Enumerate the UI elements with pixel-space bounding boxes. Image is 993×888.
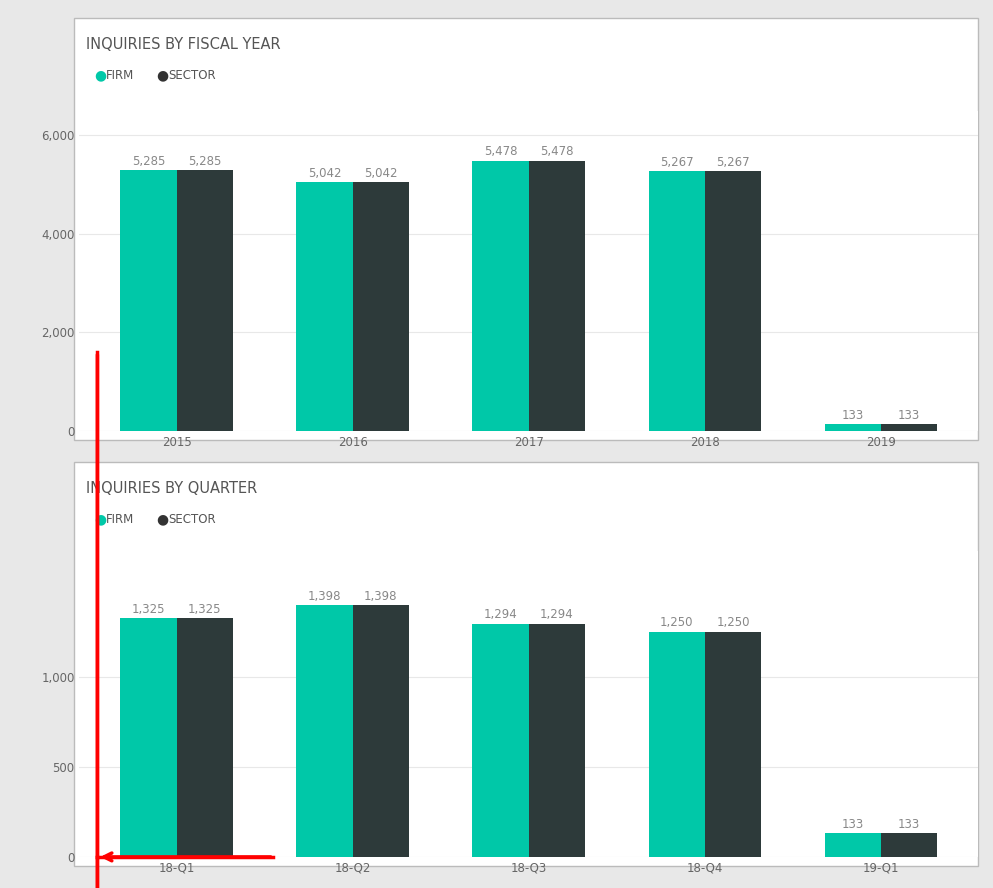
Text: 1,250: 1,250: [660, 616, 693, 630]
Bar: [705, 171, 762, 431]
Text: 133: 133: [898, 408, 921, 422]
Text: 5,042: 5,042: [364, 167, 397, 179]
Text: 5,267: 5,267: [716, 155, 750, 169]
Bar: [177, 618, 233, 857]
Text: 5,267: 5,267: [660, 155, 693, 169]
Text: ●: ●: [94, 68, 106, 83]
Text: 133: 133: [842, 408, 864, 422]
Bar: [473, 161, 528, 431]
Bar: [824, 424, 881, 431]
Bar: [705, 631, 762, 857]
Text: ●: ●: [94, 512, 106, 527]
Bar: [473, 623, 528, 857]
Text: 133: 133: [898, 818, 921, 830]
Text: ●: ●: [156, 68, 168, 83]
Bar: [881, 833, 937, 857]
Text: FIRM: FIRM: [106, 513, 134, 526]
Text: SECTOR: SECTOR: [168, 69, 215, 82]
Bar: [296, 605, 353, 857]
Text: FIRM: FIRM: [106, 69, 134, 82]
Text: 5,478: 5,478: [484, 146, 517, 158]
Bar: [177, 170, 233, 431]
Bar: [353, 605, 409, 857]
Bar: [528, 623, 585, 857]
Bar: [824, 833, 881, 857]
Bar: [881, 424, 937, 431]
Text: INQUIRIES BY FISCAL YEAR: INQUIRIES BY FISCAL YEAR: [86, 37, 281, 52]
Bar: [296, 182, 353, 431]
Text: 133: 133: [842, 818, 864, 830]
Bar: [120, 170, 177, 431]
Text: INQUIRIES BY QUARTER: INQUIRIES BY QUARTER: [86, 481, 257, 496]
Text: 1,325: 1,325: [188, 603, 221, 615]
Text: 1,325: 1,325: [132, 603, 165, 615]
Text: SECTOR: SECTOR: [168, 513, 215, 526]
Text: 5,478: 5,478: [540, 146, 574, 158]
Bar: [648, 171, 705, 431]
Text: 1,294: 1,294: [540, 608, 574, 622]
Text: 1,398: 1,398: [308, 590, 342, 603]
Bar: [528, 161, 585, 431]
Text: 1,294: 1,294: [484, 608, 517, 622]
Text: 5,042: 5,042: [308, 167, 342, 179]
Bar: [120, 618, 177, 857]
Bar: [648, 631, 705, 857]
Text: 1,398: 1,398: [364, 590, 397, 603]
Bar: [353, 182, 409, 431]
Text: 5,285: 5,285: [132, 155, 165, 168]
Text: 5,285: 5,285: [188, 155, 221, 168]
Text: 1,250: 1,250: [716, 616, 750, 630]
Text: ●: ●: [156, 512, 168, 527]
